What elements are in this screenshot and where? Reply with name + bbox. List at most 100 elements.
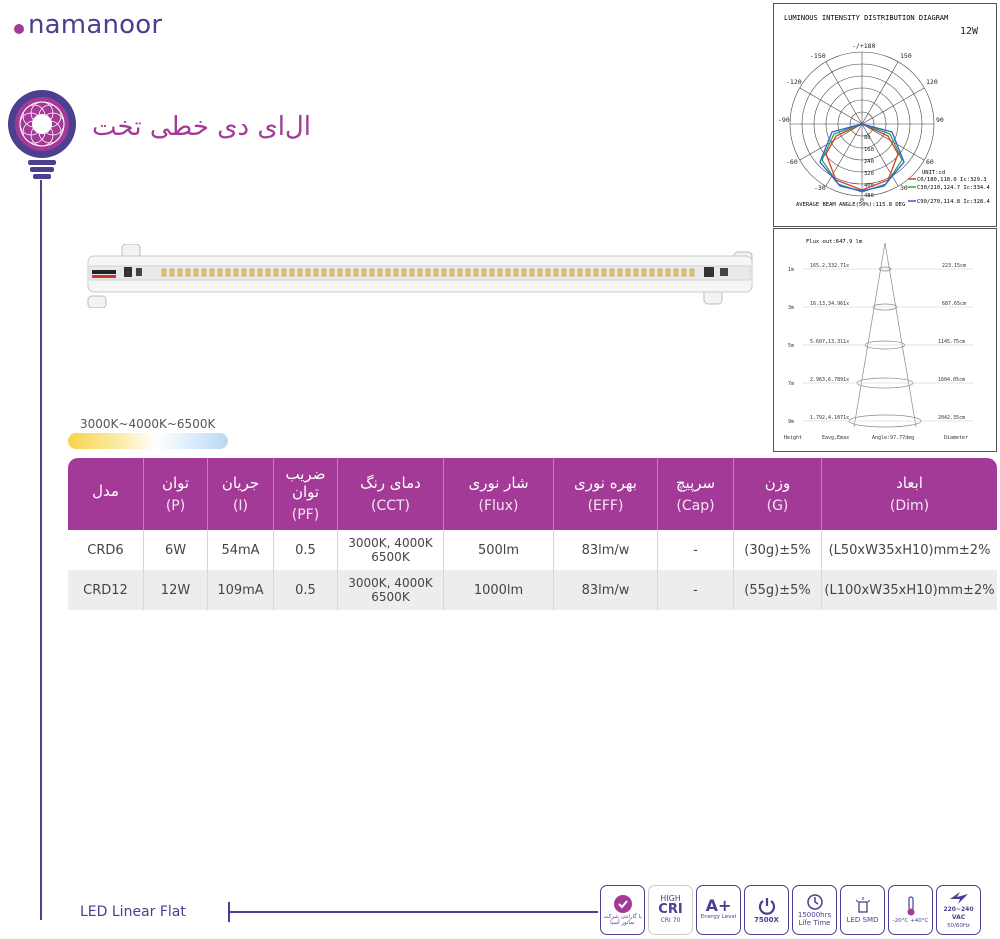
cone-diameter: 687.65cm xyxy=(942,301,966,307)
led-chip xyxy=(537,268,543,277)
angle-label: 0 xyxy=(860,196,864,204)
warranty-badge: با گارانتی شرکت نماتور آسیا xyxy=(600,885,645,935)
led-chip xyxy=(401,268,407,277)
led-chip xyxy=(417,268,423,277)
table-row: CRD12 12W 109mA 0.5 3000K, 4000K 6500K 10… xyxy=(68,570,997,610)
cone-illum: 1.792,4.1071x xyxy=(810,415,849,421)
footer-product-label: LED Linear Flat xyxy=(80,904,186,920)
cell-eff: 83lm/w xyxy=(554,530,658,570)
led-chip xyxy=(337,268,343,277)
led-chip xyxy=(433,268,439,277)
flux-out: Flux out:647.9 lm xyxy=(806,239,863,245)
cell-power: 6W xyxy=(144,530,208,570)
cell-weight: (55g)±5% xyxy=(734,570,822,610)
cell-weight: (30g)±5% xyxy=(734,530,822,570)
cri-badge: HIGH CRI CRI 70 xyxy=(648,885,693,935)
product-title: ال‌ای دی خطی تخت xyxy=(92,112,312,142)
led-chip xyxy=(561,268,567,277)
ring-label: 320 xyxy=(864,171,874,177)
led-chip xyxy=(249,268,255,277)
led-chip xyxy=(481,268,487,277)
voltage-badge: 220~240 VAC 50/60Hz xyxy=(936,885,981,935)
angle-label: 90 xyxy=(936,116,944,124)
diagram-unit: UNIT:cd xyxy=(922,170,945,176)
led-chip xyxy=(585,268,591,277)
led-chip xyxy=(529,268,535,277)
angle-label: 60 xyxy=(926,158,934,166)
led-chip xyxy=(633,268,639,277)
ring-label: 400 xyxy=(864,183,874,189)
angle-label: -150 xyxy=(810,52,826,60)
cell-eff: 83lm/w xyxy=(554,570,658,610)
cell-power: 12W xyxy=(144,570,208,610)
cell-cap: - xyxy=(658,570,734,610)
angle-label: 120 xyxy=(926,78,938,86)
angle-label: -60 xyxy=(786,158,798,166)
feature-badges: با گارانتی شرکت نماتور آسیا HIGH CRI CRI… xyxy=(600,885,981,935)
led-chip xyxy=(393,268,399,277)
illuminance-cone-diagram: Flux out:647.9 lm 1m 165.2,332.71x 223.1… xyxy=(773,228,997,452)
cell-current: 109mA xyxy=(208,570,274,610)
led-chip xyxy=(657,268,663,277)
header-cap: سرپیچ (Cap) xyxy=(658,458,734,530)
cell-current: 54mA xyxy=(208,530,274,570)
led-chip xyxy=(385,268,391,277)
cone-footer: Angle:97.77deg xyxy=(872,435,914,441)
warranty-seal-icon xyxy=(613,895,632,913)
led-chip xyxy=(321,268,327,277)
led-chip-icon xyxy=(855,897,870,913)
led-chip xyxy=(649,268,655,277)
cone-footer: Eavg,Emax xyxy=(822,435,849,441)
led-smd-badge: LED SMD xyxy=(840,885,885,935)
led-chip xyxy=(681,268,687,277)
led-chip xyxy=(169,268,175,277)
curve-c30 xyxy=(821,123,903,193)
legend-entry: C0/180,118.0 Ic:329.3 xyxy=(917,177,987,183)
header-dimensions: ابعاد (Dim) xyxy=(822,458,997,530)
cell-flux: 500lm xyxy=(444,530,554,570)
cone-diameter: 223.15cm xyxy=(942,263,966,269)
header-cct: دمای رنگ (CCT) xyxy=(338,458,444,530)
spec-table: مدل توان (P) جریان (I) ضریب توان (PF) دمای … xyxy=(68,458,997,610)
cell-cct: 3000K, 4000K 6500K xyxy=(338,530,444,570)
led-chip xyxy=(217,268,223,277)
left-vertical-line xyxy=(40,180,42,920)
led-chip xyxy=(641,268,647,277)
curve-c0 xyxy=(825,123,899,191)
led-chip xyxy=(345,268,351,277)
curve-c90 xyxy=(819,123,905,192)
cct-gradient-bar xyxy=(68,433,228,449)
cell-pf: 0.5 xyxy=(274,530,338,570)
angle-label: -/+180 xyxy=(852,42,876,50)
led-chip xyxy=(185,268,191,277)
led-chip xyxy=(545,268,551,277)
cone-illum: 165.2,332.71x xyxy=(810,263,849,269)
led-chip xyxy=(593,268,599,277)
cell-model: CRD6 xyxy=(68,530,144,570)
lifetime-badge: 15000hrs Life Time xyxy=(792,885,837,935)
led-chip xyxy=(489,268,495,277)
led-chip xyxy=(497,268,503,277)
header-weight: وزن (G) xyxy=(734,458,822,530)
led-chip xyxy=(233,268,239,277)
footer-line xyxy=(228,911,598,913)
led-chip xyxy=(209,268,215,277)
led-chip xyxy=(505,268,511,277)
led-chip xyxy=(665,268,671,277)
temperature-badge: -20°C +40°C xyxy=(888,885,933,935)
cell-cct: 3000K, 4000K 6500K xyxy=(338,570,444,610)
legend-entry: C90/270,114.8 Ic:328.4 xyxy=(917,199,991,205)
thermometer-icon xyxy=(907,896,914,916)
cone-height: 7m xyxy=(788,381,794,387)
cone-height: 1m xyxy=(788,267,794,273)
angle-label: 30 xyxy=(900,184,908,192)
led-strip-image xyxy=(87,244,753,308)
led-chip xyxy=(689,268,695,277)
cone-footer: Diameter xyxy=(944,435,968,441)
led-chip xyxy=(353,268,359,277)
header-efficiency: بهره نوری (EFF) xyxy=(554,458,658,530)
led-chip xyxy=(521,268,527,277)
led-chip xyxy=(329,268,335,277)
cell-model: CRD12 xyxy=(68,570,144,610)
bulb-logo-icon xyxy=(8,90,76,179)
